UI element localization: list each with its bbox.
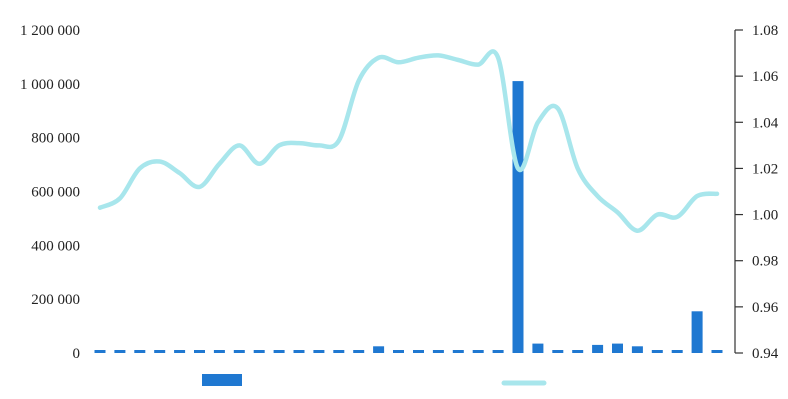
left-tick-label: 0	[73, 346, 81, 362]
bar	[651, 350, 663, 353]
bar	[492, 350, 504, 353]
bar	[711, 350, 723, 353]
left-tick-label: 200 000	[31, 292, 80, 308]
left-axis-tick-labels: 0 200 000 400 000 600 000 800 000 1 000 000 1 …	[20, 23, 80, 362]
bar	[213, 350, 225, 353]
bar	[452, 350, 464, 353]
bar	[154, 350, 166, 353]
bar	[273, 350, 285, 353]
right-tick-label: 1.08	[752, 23, 778, 39]
bar	[373, 346, 385, 353]
right-axis	[734, 29, 743, 354]
series-line	[97, 49, 720, 233]
bar	[94, 350, 106, 353]
right-axis-tick-labels: 0.94 0.96 0.98 1.00 1.02 1.04 1.06 1.08	[752, 23, 779, 362]
left-tick-label: 800 000	[31, 131, 80, 147]
bar	[592, 344, 604, 353]
bar	[253, 350, 265, 353]
bar	[114, 350, 126, 353]
bar	[671, 350, 683, 353]
bar	[353, 350, 365, 353]
bar	[333, 350, 345, 353]
bar	[233, 350, 245, 353]
left-tick-label: 1 000 000	[20, 77, 80, 93]
bar	[413, 350, 424, 353]
right-tick-label: 1.00	[752, 208, 778, 224]
right-tick-label: 0.96	[752, 300, 779, 316]
bar	[472, 350, 484, 353]
left-tick-label: 1 200 000	[20, 23, 80, 39]
bar	[293, 350, 305, 353]
right-tick-label: 1.06	[752, 69, 779, 85]
bar	[393, 350, 404, 353]
right-tick-label: 0.98	[752, 254, 778, 270]
bar	[552, 350, 564, 353]
left-tick-label: 400 000	[31, 238, 80, 254]
bar	[194, 350, 205, 353]
legend	[202, 374, 547, 386]
bar	[174, 350, 186, 353]
bar	[512, 81, 524, 353]
right-tick-label: 0.94	[752, 346, 779, 362]
right-tick-label: 1.04	[752, 115, 779, 131]
legend-bar-swatch	[202, 374, 242, 386]
bar	[134, 350, 146, 353]
bar	[572, 350, 584, 353]
bar	[313, 350, 325, 353]
bar	[691, 311, 703, 353]
bar	[532, 343, 544, 353]
line-series	[97, 49, 720, 233]
bar	[612, 343, 623, 353]
right-tick-label: 1.02	[752, 161, 778, 177]
bar-series	[94, 81, 723, 353]
left-tick-label: 600 000	[31, 185, 80, 201]
bar	[631, 346, 643, 353]
bar	[432, 350, 444, 353]
